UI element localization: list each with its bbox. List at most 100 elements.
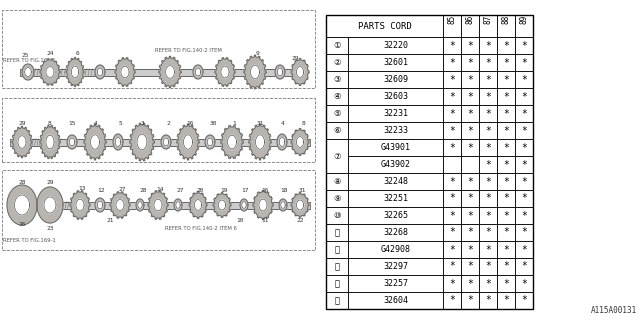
Text: *: * [449, 194, 455, 204]
Text: 32220: 32220 [383, 41, 408, 50]
Polygon shape [76, 199, 84, 211]
Text: *: * [467, 108, 473, 118]
Bar [326, 139, 348, 173]
Bar [348, 54, 443, 71]
Bar [326, 54, 348, 71]
Bar [443, 37, 461, 54]
Text: *: * [467, 41, 473, 51]
Polygon shape [244, 55, 266, 89]
Bar [461, 156, 479, 173]
Bar [479, 105, 497, 122]
Text: 30: 30 [209, 121, 217, 125]
Text: 28: 28 [140, 188, 147, 193]
Text: 32297: 32297 [383, 262, 408, 271]
Text: 16: 16 [261, 188, 269, 193]
Text: 26: 26 [19, 222, 26, 228]
Text: *: * [503, 228, 509, 237]
Polygon shape [110, 192, 130, 218]
Polygon shape [113, 134, 123, 150]
Text: 32251: 32251 [383, 194, 408, 203]
Bar [18, 202, 310, 209]
Bar [443, 292, 461, 309]
Polygon shape [240, 199, 248, 211]
Bar [326, 173, 348, 190]
Polygon shape [250, 65, 259, 79]
Text: 32233: 32233 [383, 126, 408, 135]
Bar [479, 224, 497, 241]
Text: *: * [467, 194, 473, 204]
Text: ①: ① [333, 41, 340, 50]
Text: *: * [449, 261, 455, 271]
Text: *: * [503, 75, 509, 84]
Polygon shape [259, 199, 267, 211]
Polygon shape [296, 67, 303, 77]
Text: 24: 24 [46, 51, 54, 55]
Bar [348, 122, 443, 139]
Bar [515, 37, 533, 54]
Bar [515, 139, 533, 156]
Text: *: * [449, 58, 455, 68]
Bar [497, 258, 515, 275]
Text: ②: ② [333, 58, 340, 67]
Bar [443, 173, 461, 190]
Bar [497, 292, 515, 309]
Text: 4: 4 [94, 121, 98, 125]
Text: *: * [467, 75, 473, 84]
Polygon shape [291, 193, 309, 217]
Text: *: * [521, 261, 527, 271]
Bar [348, 190, 443, 207]
Polygon shape [121, 66, 129, 78]
Text: G43901: G43901 [381, 143, 410, 152]
Text: *: * [521, 159, 527, 170]
Polygon shape [189, 192, 207, 219]
Bar [479, 71, 497, 88]
Bar [326, 122, 348, 139]
Polygon shape [18, 136, 26, 148]
Text: 8: 8 [301, 121, 305, 125]
Bar [326, 15, 533, 309]
Bar [515, 190, 533, 207]
Text: *: * [467, 177, 473, 187]
Text: ⑨: ⑨ [333, 194, 340, 203]
Text: *: * [485, 159, 491, 170]
Text: 23: 23 [46, 226, 54, 230]
Polygon shape [213, 193, 231, 217]
Text: *: * [485, 92, 491, 101]
Text: 89: 89 [520, 14, 529, 24]
Text: 27: 27 [118, 187, 125, 191]
Text: *: * [449, 75, 455, 84]
Text: REFER TO FIG.140-2 ITEM 6: REFER TO FIG.140-2 ITEM 6 [165, 226, 237, 231]
Text: *: * [449, 244, 455, 254]
Bar [326, 275, 348, 292]
Text: *: * [521, 41, 527, 51]
Bar [479, 37, 497, 54]
Text: 13: 13 [78, 186, 86, 190]
Text: 22: 22 [296, 218, 304, 222]
Bar [461, 15, 479, 37]
Bar [497, 173, 515, 190]
Polygon shape [25, 68, 31, 76]
Polygon shape [227, 135, 237, 149]
Bar [515, 241, 533, 258]
Polygon shape [166, 66, 175, 78]
Polygon shape [97, 201, 103, 209]
Bar [2, 10, 315, 88]
Bar [497, 15, 515, 37]
Text: 87: 87 [483, 14, 493, 24]
Text: *: * [449, 92, 455, 101]
Text: *: * [503, 92, 509, 101]
Polygon shape [277, 134, 287, 150]
Bar [443, 258, 461, 275]
Text: *: * [467, 92, 473, 101]
Bar [515, 292, 533, 309]
Bar [443, 207, 461, 224]
Bar [515, 54, 533, 71]
Bar [443, 71, 461, 88]
Bar [326, 258, 348, 275]
Polygon shape [12, 126, 32, 158]
Text: *: * [485, 75, 491, 84]
Polygon shape [221, 66, 229, 78]
Text: *: * [503, 177, 509, 187]
Text: 14: 14 [156, 187, 164, 191]
Text: *: * [503, 194, 509, 204]
